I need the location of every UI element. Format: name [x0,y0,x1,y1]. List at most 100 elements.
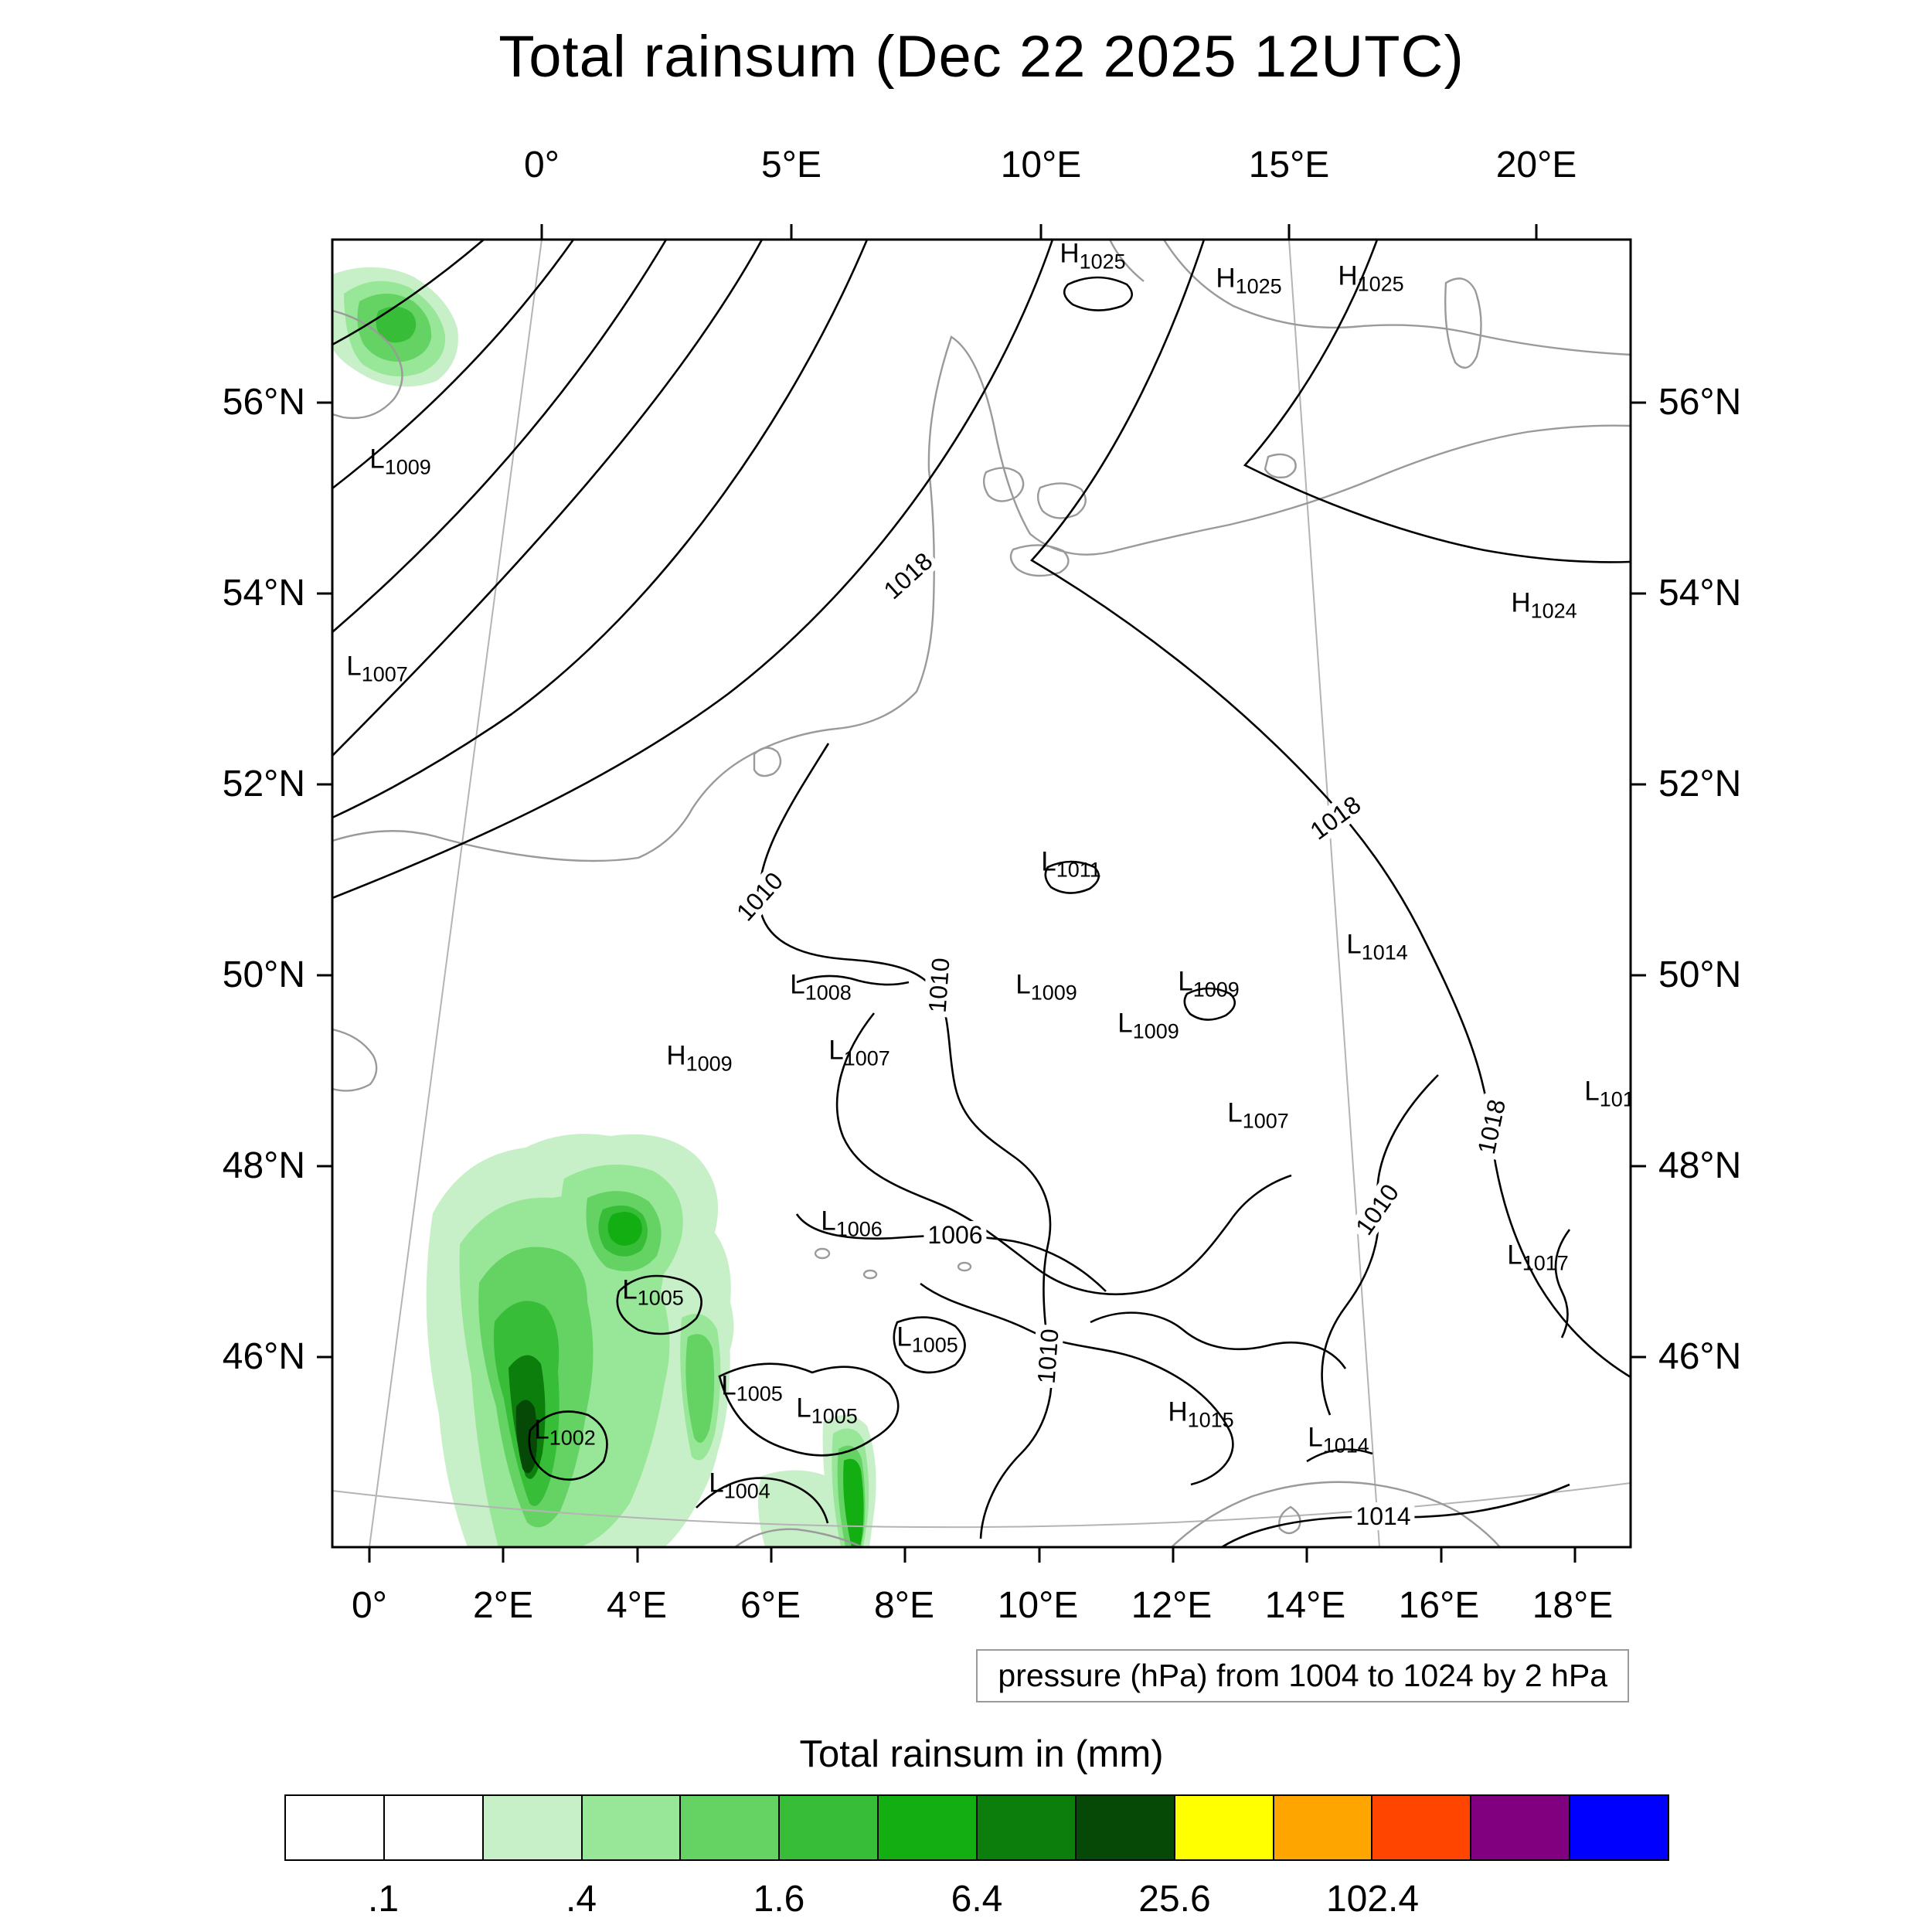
pressure-center-letter: L [1227,1097,1243,1128]
pressure-center-letter: H [1060,240,1080,269]
axis-label-right: 48°N [1658,1145,1742,1186]
pressure-center-value: 1017 [1522,1251,1569,1275]
pressure-center: L1016 [1584,1078,1631,1114]
pressure-center-letter: L [369,444,385,474]
pressure-center-letter: L [709,1468,724,1498]
pressure-center: L1009 [1015,971,1077,1007]
colorbar-cell [1175,1796,1274,1859]
pressure-center-letter: L [346,651,362,682]
colorbar-cell [978,1796,1077,1859]
axis-label-bottom: 14°E [1264,1585,1346,1626]
pressure-center: L1008 [790,971,852,1007]
plot-title: Total rainsum (Dec 22 2025 12UTC) [498,24,1464,90]
pressure-center-letter: L [1507,1240,1522,1270]
pressure-center-letter: L [790,969,805,1000]
pressure-center: H1015 [1168,1399,1233,1434]
pressure-center: L1014 [1308,1424,1369,1460]
axis-label-right: 56°N [1658,382,1742,423]
pressure-center-letter: H [666,1040,686,1071]
colorbar-tick-label: 102.4 [1325,1879,1420,1920]
axis-label-right: 52°N [1658,764,1742,804]
axis-label-bottom: 18°E [1532,1585,1614,1626]
pressure-center: H1025 [1060,240,1125,276]
pressure-center: L1005 [721,1372,783,1408]
pressure-center: H1025 [1216,265,1281,301]
axis-label-left: 54°N [222,573,305,614]
pressure-center-value: 1009 [1030,981,1077,1005]
axis-label-bottom: 16°E [1398,1585,1480,1626]
pressure-center-value: 1007 [1242,1109,1289,1133]
pressure-center: L1011 [1041,849,1101,884]
pressure-center-value: 1009 [685,1052,733,1076]
axis-label-bottom: 2°E [473,1585,533,1626]
axis-label-top: 10°E [1000,145,1082,185]
pressure-center-letter: H [1216,263,1236,294]
pressure-center: L1007 [828,1037,890,1073]
pressure-center-letter: L [721,1370,736,1401]
colorbar-cell [483,1796,583,1859]
pressure-center-letter: H [1168,1396,1188,1427]
pressure-center: H1009 [666,1043,732,1078]
pressure-center-value: 1009 [1192,978,1240,1002]
colorbar-tick-label: 1.6 [753,1879,805,1920]
pressure-center-letter: L [1015,969,1031,1000]
pressure-center: L1005 [896,1324,958,1359]
pressure-center-value: 1007 [361,662,408,686]
colorbar-cells [284,1794,1669,1861]
axis-label-bottom: 10°E [997,1585,1079,1626]
colorbar-cell [1076,1796,1175,1859]
pressure-center-value: 1014 [1322,1434,1369,1458]
axis-label-left: 46°N [222,1336,305,1377]
pressure-center-letter: L [534,1414,549,1445]
colorbar-cell [384,1796,484,1859]
pressure-center-letter: L [1346,929,1362,960]
pressure-center-letter: L [1178,966,1193,997]
map-panel: H1025 H1025 H1025 L1009 L1007 H1024 L101… [317,224,1646,1563]
colorbar-title: Total rainsum in (mm) [799,1733,1164,1775]
pressure-center: L1014 [1346,931,1408,967]
axis-label-top: 15°E [1248,145,1330,185]
pressure-center-value: 1016 [1599,1087,1631,1111]
pressure-center: L1007 [1227,1100,1289,1135]
pressure-center: H1024 [1511,590,1577,625]
axis-label-left: 56°N [222,382,305,423]
pressure-center-value: 1025 [1235,274,1282,298]
colorbar-cell [1570,1796,1668,1859]
pressure-center-letter: H [1511,587,1531,618]
axis-label-top: 20°E [1495,145,1577,185]
axis-label-bottom: 4°E [607,1585,667,1626]
pressure-center-letter: L [622,1274,638,1305]
pressure-center-letter: H [1338,260,1358,291]
pressure-center-value: 1004 [723,1479,770,1503]
pressure-center-letter: L [796,1393,811,1423]
colorbar-cell [1471,1796,1571,1859]
colorbar-cell [879,1796,978,1859]
colorbar-cell [1372,1796,1472,1859]
map-labels: H1025 H1025 H1025 L1009 L1007 H1024 L101… [332,240,1631,1547]
pressure-center-value: 1006 [835,1217,883,1241]
axis-label-left: 50°N [222,954,305,995]
pressure-center: L1009 [1178,968,1240,1004]
axis-label-bottom: 0° [352,1585,387,1626]
axis-label-bottom: 6°E [740,1585,801,1626]
pressure-center: L1004 [709,1470,770,1505]
pressure-center-value: 1015 [1187,1408,1234,1432]
map-canvas [317,224,1646,1563]
colorbar-tick-label: .4 [565,1879,597,1920]
axis-label-left: 52°N [222,764,305,804]
colorbar-cell [286,1796,385,1859]
pressure-center-value: 1025 [1357,272,1404,296]
contour-label: 1018 [1301,787,1369,848]
pressure-center-value: 1007 [843,1046,890,1070]
pressure-center-value: 1002 [549,1426,596,1450]
pressure-center: L1017 [1507,1242,1569,1277]
pressure-center: L1002 [534,1417,596,1452]
contour-label: 1018 [875,544,941,607]
pressure-center-letter: L [896,1321,912,1352]
colorbar-cell [1274,1796,1373,1859]
axis-label-left: 48°N [222,1145,305,1186]
pressure-center: L1005 [796,1395,858,1430]
pressure-center-value: 1005 [811,1404,858,1428]
pressure-caption: pressure (hPa) from 1004 to 1024 by 2 hP… [976,1649,1629,1702]
